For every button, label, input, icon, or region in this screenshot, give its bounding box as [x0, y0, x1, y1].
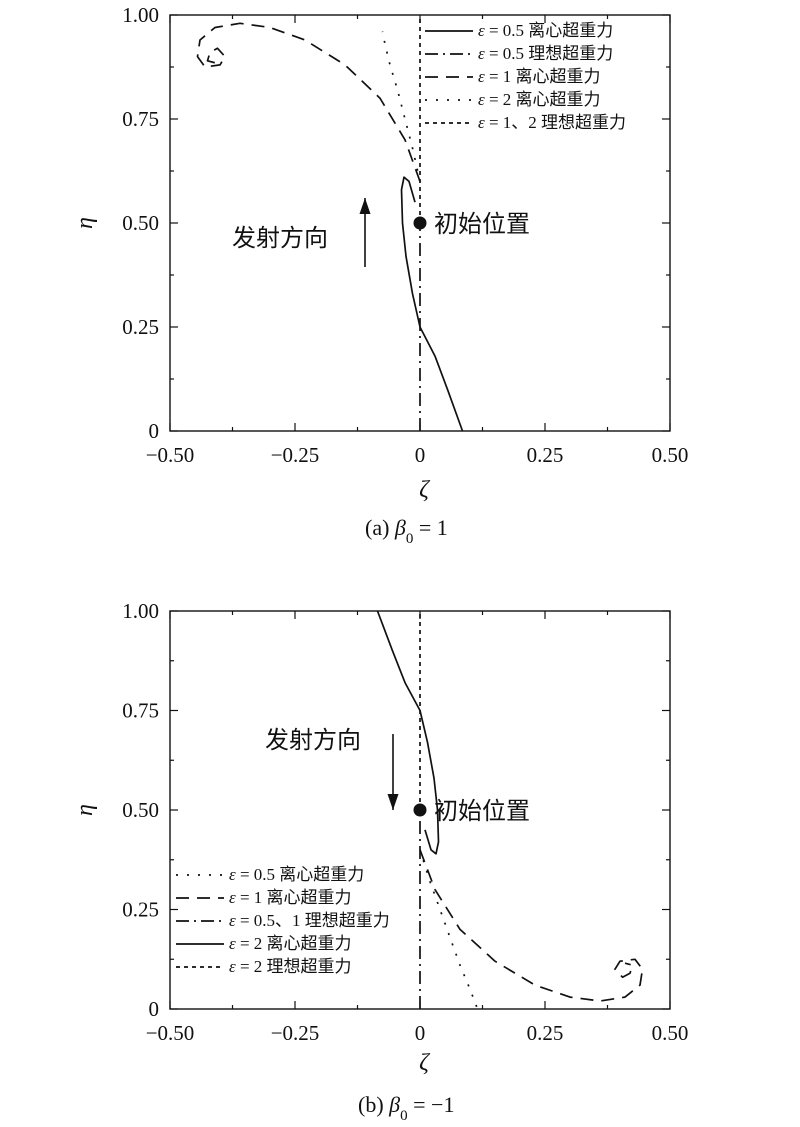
panel-a: −0.50 −0.25 0 0.25 0.50 0 0.25 0.50 0.75 1.00 ζ η 初始… — [72, 3, 688, 547]
initial-point-label: 初始位置 — [434, 797, 530, 825]
legend-entry-5: ε = 1、2 理想超重力 — [478, 113, 626, 132]
x-axis-label: ζ — [419, 477, 431, 503]
panel-caption: (b) β0 = −1 — [358, 1092, 454, 1124]
series-line-4 — [381, 31, 421, 182]
legend-entry-3: ε = 1 离心超重力 — [478, 67, 601, 86]
x-tick-label: 0 — [415, 443, 426, 467]
initial-point-label: 初始位置 — [434, 210, 530, 238]
launch-direction-label: 发射方向 — [232, 224, 328, 252]
y-tick-label: 1.00 — [122, 599, 159, 623]
series-line-2 — [419, 849, 644, 1002]
legend-entry-2: ε = 1 离心超重力 — [229, 888, 352, 907]
x-tick-label: 0.50 — [652, 443, 689, 467]
y-tick-label: 0 — [149, 997, 160, 1021]
legend-entry-1: ε = 0.5 离心超重力 — [229, 865, 364, 884]
x-tick-label: −0.25 — [271, 1021, 320, 1045]
legend: ε = 0.5 离心超重力 ε = 0.5 理想超重力 ε = 1 离心超重力 ε =… — [425, 21, 626, 132]
panel-caption: (a) β0 = 1 — [365, 515, 448, 547]
y-axis-label: η — [72, 804, 98, 816]
launch-arrow-head — [359, 198, 371, 214]
panel-b: −0.50 −0.25 0 0.25 0.50 0 0.25 0.50 0.75 1.00 ζ η 初始… — [72, 599, 688, 1124]
y-tick-label: 0 — [149, 419, 160, 443]
y-tick-label: 0.25 — [122, 898, 159, 922]
x-axis-label: ζ — [419, 1050, 431, 1076]
y-tick-label: 1.00 — [122, 3, 159, 27]
x-tick-label: −0.50 — [146, 1021, 195, 1045]
x-tick-label: 0.50 — [652, 1021, 689, 1045]
y-tick-label: 0.75 — [122, 699, 159, 723]
series-line-1 — [400, 176, 464, 432]
y-axis-label: η — [72, 217, 98, 229]
y-tick-label: 0.75 — [122, 107, 159, 131]
series-line-1 — [419, 849, 479, 1010]
series-line-3 — [196, 22, 421, 182]
legend-entry-3: ε = 0.5、1 理想超重力 — [229, 911, 390, 930]
initial-point-marker — [413, 803, 427, 817]
launch-arrow-head — [387, 794, 399, 810]
legend-entry-2: ε = 0.5 理想超重力 — [478, 44, 613, 63]
legend-entry-1: ε = 0.5 离心超重力 — [478, 21, 613, 40]
x-tick-label: −0.50 — [146, 443, 195, 467]
y-tick-label: 0.25 — [122, 315, 159, 339]
y-tick-label: 0.50 — [122, 211, 159, 235]
x-tick-label: −0.25 — [271, 443, 320, 467]
launch-direction-label: 发射方向 — [265, 726, 361, 754]
legend: ε = 0.5 离心超重力 ε = 1 离心超重力 ε = 0.5、1 理想超重力 ε… — [176, 865, 390, 976]
x-tick-label: 0 — [415, 1021, 426, 1045]
legend-entry-4: ε = 2 离心超重力 — [478, 90, 601, 109]
y-tick-label: 0.50 — [122, 798, 159, 822]
series-line-4 — [376, 610, 440, 855]
legend-entry-4: ε = 2 离心超重力 — [229, 934, 352, 953]
initial-point-marker — [413, 216, 427, 230]
x-tick-label: 0.25 — [527, 443, 564, 467]
legend-entry-5: ε = 2 理想超重力 — [229, 957, 352, 976]
x-tick-label: 0.25 — [527, 1021, 564, 1045]
